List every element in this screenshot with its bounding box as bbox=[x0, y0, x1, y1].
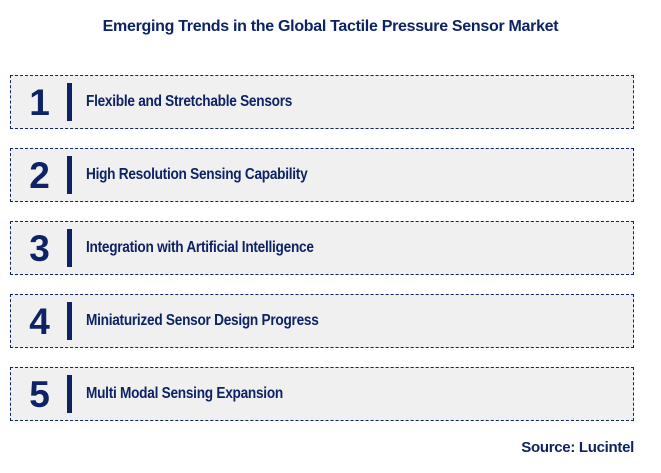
item-divider-bar bbox=[67, 83, 72, 121]
item-label: Flexible and Stretchable Sensors bbox=[86, 93, 293, 110]
item-divider-bar bbox=[67, 375, 72, 413]
item-divider-bar bbox=[67, 156, 72, 194]
item-label: Miniaturized Sensor Design Progress bbox=[86, 312, 319, 329]
trend-item-5: 5 Multi Modal Sensing Expansion bbox=[10, 367, 634, 421]
item-number: 2 bbox=[29, 154, 50, 196]
source-note: Source: Lucintel bbox=[521, 439, 634, 456]
item-number: 5 bbox=[29, 373, 50, 415]
trend-item-1: 1 Flexible and Stretchable Sensors bbox=[10, 75, 634, 129]
trend-list: 1 Flexible and Stretchable Sensors 2 Hig… bbox=[10, 75, 634, 440]
item-number: 1 bbox=[29, 81, 50, 123]
page-title: Emerging Trends in the Global Tactile Pr… bbox=[102, 18, 559, 35]
item-divider-bar bbox=[67, 229, 72, 267]
item-divider-bar bbox=[67, 302, 72, 340]
trend-item-3: 3 Integration with Artificial Intelligen… bbox=[10, 221, 634, 275]
item-number: 4 bbox=[29, 300, 50, 342]
item-label: Integration with Artificial Intelligence bbox=[86, 239, 314, 256]
item-label: Multi Modal Sensing Expansion bbox=[86, 385, 283, 402]
trend-item-2: 2 High Resolution Sensing Capability bbox=[10, 148, 634, 202]
item-number: 3 bbox=[29, 227, 50, 269]
item-label: High Resolution Sensing Capability bbox=[86, 166, 308, 183]
trend-item-4: 4 Miniaturized Sensor Design Progress bbox=[10, 294, 634, 348]
